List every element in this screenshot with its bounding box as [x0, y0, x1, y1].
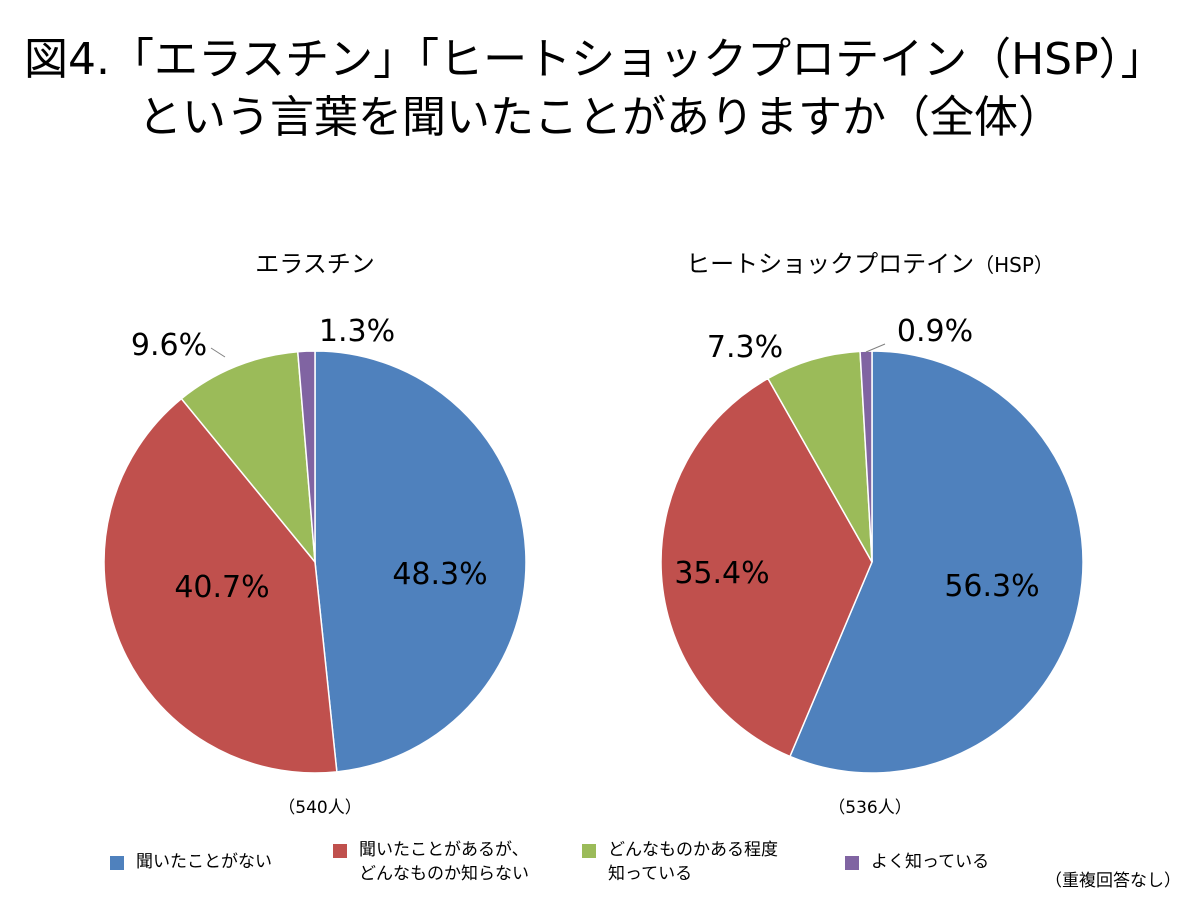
pie-chart-elastin: 48.3% 40.7% 9.6% 1.3%: [103, 314, 527, 774]
pie-slice-never-heard: [314, 350, 527, 773]
legend-label: 聞いたことがない: [136, 852, 272, 872]
pie-value-label-know-well: 1.3%: [319, 314, 395, 349]
pie-slice-heard-but-unknown: [103, 397, 338, 774]
legend-label: 聞いたことがあるが、 どんなものか知らない: [359, 840, 529, 884]
pie-chart-hsp: 56.3% 35.4% 7.3% 0.9%: [660, 314, 1084, 774]
chart-title-line-1: 図4.「エラスチン」「ヒートショックプロテイン（HSP）」: [24, 34, 1165, 85]
legend-label: どんなものかある程度 知っている: [608, 840, 778, 884]
pie-slice-somewhat-know: [180, 350, 316, 565]
pie-title-elastin: エラスチン: [255, 250, 375, 278]
legend-swatch: [582, 844, 596, 858]
leader-line: [865, 343, 886, 353]
legend-swatch: [845, 856, 859, 870]
pie-slice-know-well: [296, 350, 316, 563]
legend-item-never-heard: 聞いたことがない: [110, 850, 272, 874]
pie-value-label-know-well: 0.9%: [897, 314, 973, 349]
pie-slice-know-well: [859, 350, 873, 563]
pie-title-hsp-main: ヒートショックプロテイン: [686, 250, 975, 278]
pie-title-hsp-suffix: （HSP）: [974, 253, 1054, 277]
legend-item-heard-but-unknown: 聞いたことがあるが、 どんなものか知らない: [333, 838, 529, 886]
legend-swatch: [110, 856, 124, 870]
chart-title-line-2: という言葉を聞いたことがありますか（全体）: [138, 92, 1062, 143]
legend-swatch: [333, 844, 347, 858]
legend-item-somewhat-know: どんなものかある程度 知っている: [582, 838, 778, 886]
pie-value-label-somewhat-know: 7.3%: [707, 330, 783, 365]
pie-slice-heard-but-unknown: [660, 377, 873, 758]
pie-value-label-heard-but-unknown: 40.7%: [174, 570, 269, 605]
pie-value-label-never-heard: 48.3%: [392, 557, 487, 592]
legend-label: よく知っている: [871, 852, 990, 872]
pie-title-hsp: ヒートショックプロテイン（HSP）: [660, 244, 1080, 279]
pie-value-label-heard-but-unknown: 35.4%: [674, 556, 769, 591]
pie-slice-somewhat-know: [766, 350, 873, 563]
leader-line: [210, 347, 226, 358]
footnote: （重複回答なし）: [1045, 871, 1181, 891]
sample-size-elastin: （540人）: [278, 798, 362, 818]
pie-value-label-somewhat-know: 9.6%: [131, 328, 207, 363]
legend-item-know-well: よく知っている: [845, 850, 989, 874]
sample-size-hsp: （536人）: [828, 798, 912, 818]
pie-value-label-never-heard: 56.3%: [944, 569, 1039, 604]
pie-slice-never-heard: [788, 350, 1084, 774]
